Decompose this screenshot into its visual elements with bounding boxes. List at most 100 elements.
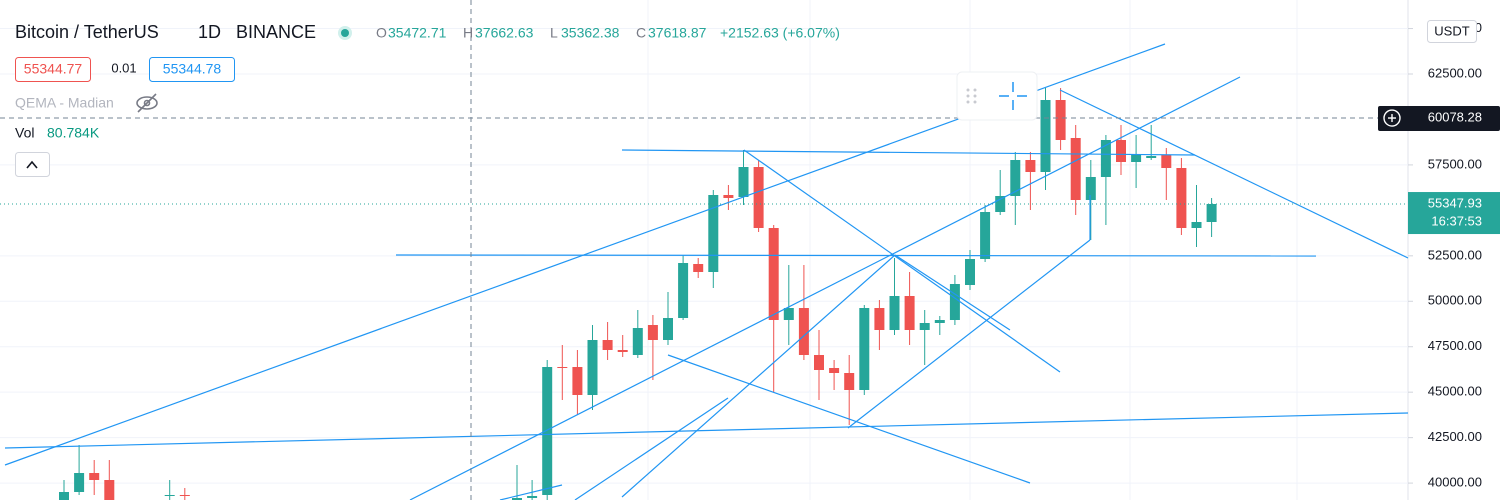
drag-handle[interactable] [966, 88, 977, 104]
ohlc-key: H [463, 25, 473, 41]
ohlc-value: 37618.87 [648, 25, 707, 41]
candle-body [1040, 100, 1051, 172]
candle-body [798, 308, 809, 355]
candle-body [844, 373, 855, 390]
candle-body [678, 263, 689, 318]
candle-body [965, 259, 975, 285]
candle-body [647, 325, 658, 340]
dot [973, 94, 977, 98]
candle-body [89, 473, 100, 480]
candle-body [753, 167, 764, 228]
candle-body [542, 367, 553, 495]
volume-value: 80.784K [47, 125, 100, 141]
dot [966, 100, 970, 104]
candle-body [723, 195, 734, 198]
collapse-icon[interactable] [26, 160, 38, 169]
candle-body [814, 355, 824, 370]
market-status[interactable] [341, 29, 349, 37]
candle-body [1206, 204, 1217, 222]
candle-body [829, 368, 840, 373]
trendline[interactable] [847, 239, 1091, 429]
candle-body [59, 492, 69, 500]
spread: 0.01 [111, 60, 136, 75]
indicator-name[interactable]: QEMA - Madian [15, 95, 114, 111]
trendline[interactable] [1059, 89, 1409, 259]
y-tick-label: 50000.00 [1428, 293, 1482, 308]
currency[interactable]: USDT [1434, 23, 1469, 38]
candle-body [980, 212, 991, 259]
volume-label: Vol [15, 125, 34, 141]
collapse-button[interactable] [15, 152, 50, 177]
candle-body [1085, 177, 1096, 200]
sell-price[interactable]: 55344.77 [24, 61, 83, 77]
y-tick-label: 47500.00 [1428, 338, 1482, 353]
candle-body [1116, 140, 1126, 162]
candle-body [632, 328, 643, 355]
symbol[interactable]: Bitcoin / TetherUS [15, 22, 159, 42]
candle-body [874, 308, 885, 330]
candle-body [527, 496, 538, 498]
candle-body [783, 308, 794, 320]
trendline[interactable] [667, 354, 1031, 484]
trendline[interactable] [743, 149, 1061, 373]
candle-body [949, 284, 960, 320]
candles [59, 88, 1217, 500]
trendline[interactable] [4, 412, 1409, 449]
add-alert-icon[interactable] [1383, 109, 1401, 127]
crosshair-price-box [1378, 106, 1500, 132]
candle-body [179, 495, 190, 496]
crosshair-price: 60078.28 [1428, 109, 1482, 124]
slash[interactable] [137, 93, 157, 113]
change: +2152.63 (+6.07%) [720, 25, 840, 41]
trendline[interactable] [499, 484, 563, 500]
exchange[interactable]: BINANCE [236, 22, 316, 42]
pupil[interactable] [143, 99, 151, 107]
currency-button[interactable] [1427, 20, 1477, 43]
candle-body [617, 350, 628, 352]
trendline[interactable] [395, 254, 1317, 257]
ohlc-value: 35472.71 [388, 25, 447, 41]
candle-body [104, 480, 115, 500]
candle-body [74, 473, 85, 492]
trendline[interactable] [621, 149, 1196, 156]
sell-button[interactable] [15, 57, 91, 82]
candle-body [1100, 140, 1111, 177]
candle-body [1191, 222, 1202, 228]
candle-body [693, 264, 704, 272]
buy-button[interactable] [149, 57, 235, 82]
candle-body [1070, 138, 1081, 200]
buy-price[interactable]: 55344.78 [163, 61, 222, 77]
trendlines [4, 43, 1409, 500]
eye[interactable] [136, 96, 158, 110]
y-tick-label: 45000.00 [1428, 384, 1482, 399]
y-tick-label: 57500.00 [1428, 156, 1482, 171]
trendline[interactable] [621, 254, 896, 498]
candle-body [557, 367, 568, 368]
interval[interactable]: 1D [198, 22, 221, 42]
last-price-box [1408, 192, 1500, 235]
dot [973, 88, 977, 92]
candle-body [1025, 160, 1036, 172]
candle-body [919, 323, 930, 330]
crosshair-tool[interactable] [999, 82, 1027, 110]
candle-body [512, 498, 522, 500]
hidden-eye-icon[interactable] [136, 93, 158, 113]
ohlc-value: 35362.38 [561, 25, 620, 41]
trendline[interactable] [894, 254, 1011, 331]
candle-body [663, 318, 673, 340]
dot [973, 100, 977, 104]
ohlc-key: C [636, 25, 646, 41]
candle-body [708, 195, 719, 272]
trendline[interactable] [574, 397, 729, 500]
dot [966, 94, 970, 98]
trendline[interactable] [409, 76, 1241, 500]
candle-body [904, 296, 915, 330]
candle-body [1055, 100, 1066, 140]
y-tick-label: 62500.00 [1428, 65, 1482, 80]
candle-body [934, 320, 945, 323]
drawing-toolbar[interactable] [956, 71, 1038, 121]
ohlc-key: L [550, 25, 558, 41]
candle-body [768, 228, 779, 320]
candle-body [738, 167, 749, 197]
